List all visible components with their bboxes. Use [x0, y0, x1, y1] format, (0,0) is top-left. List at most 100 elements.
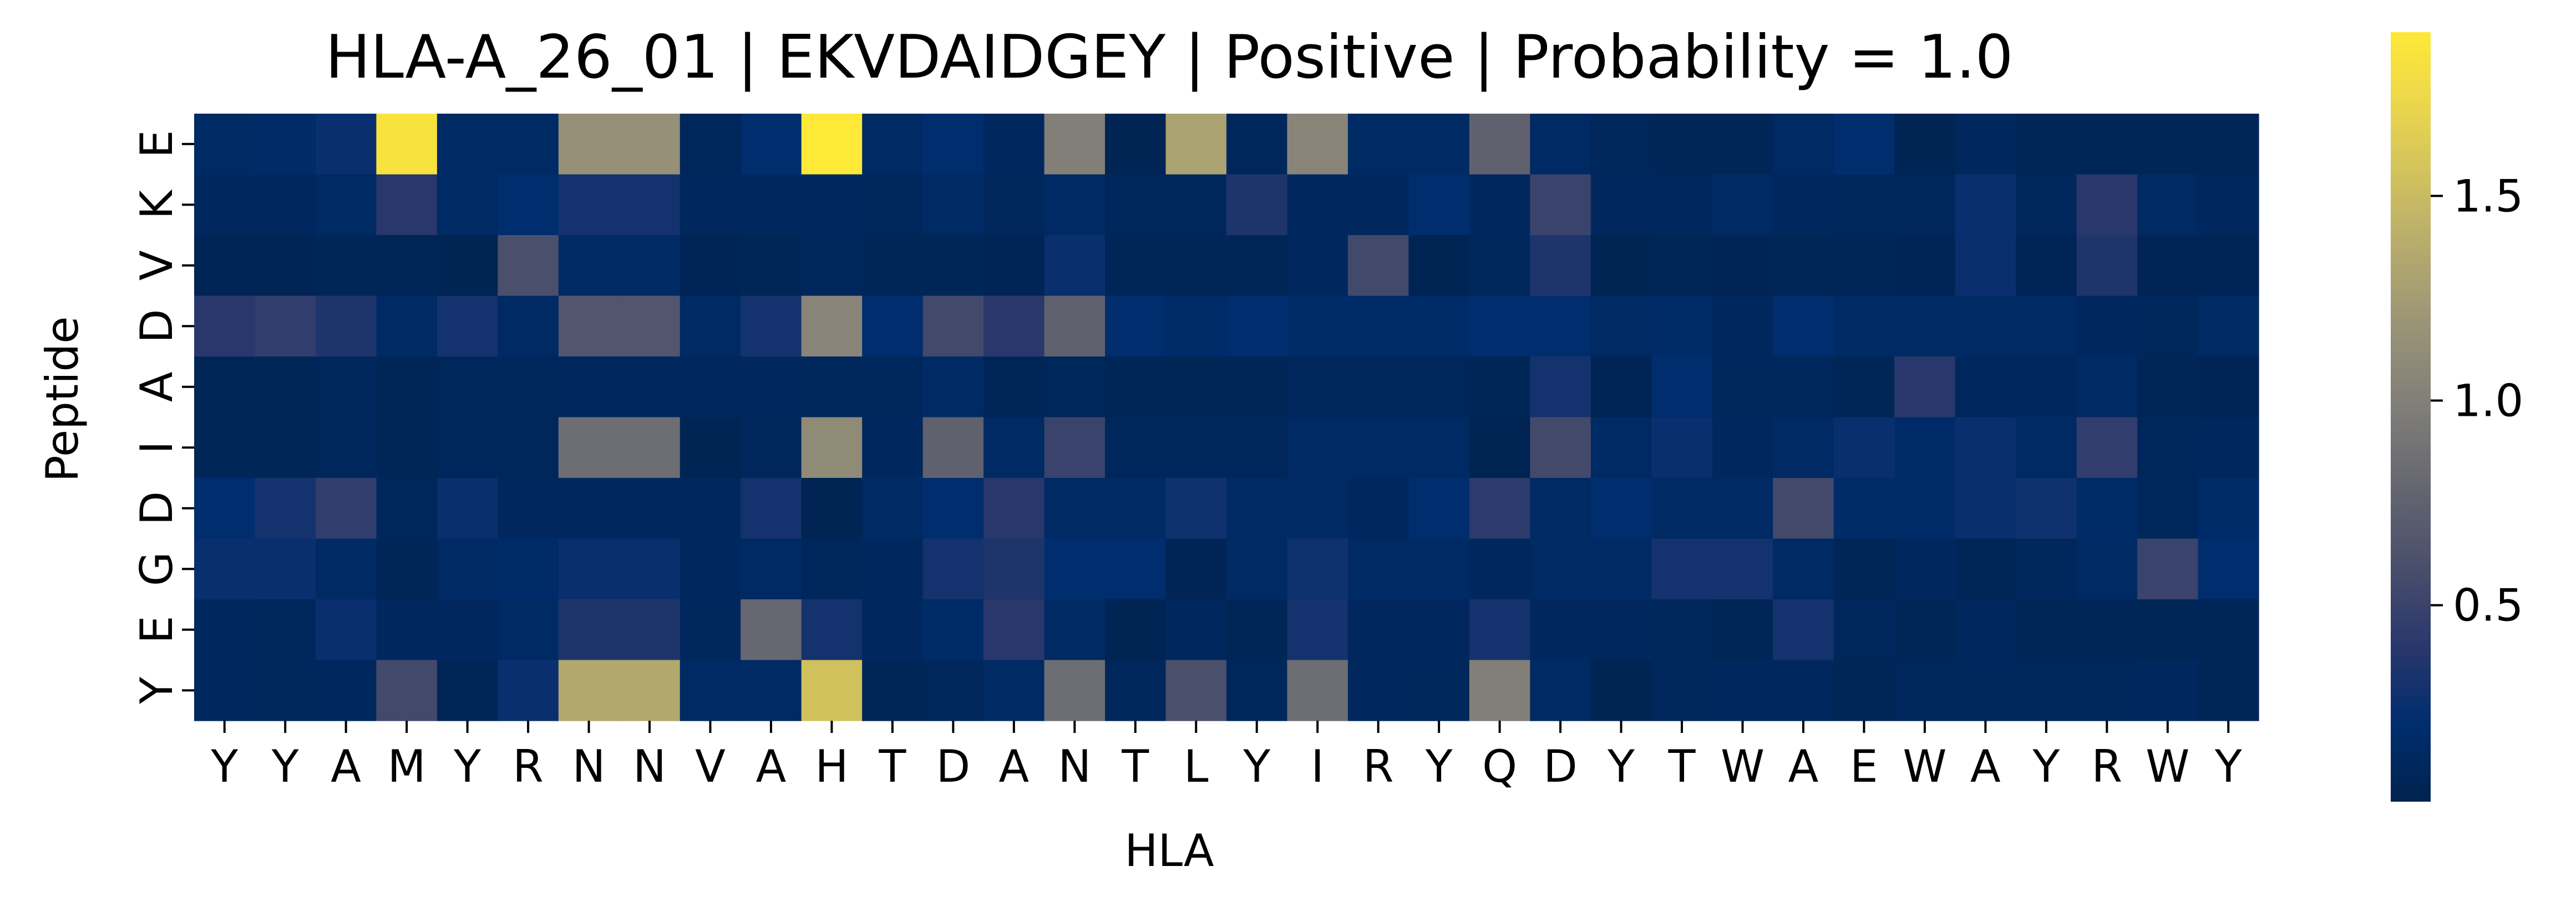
heatmap-cell — [1590, 538, 1652, 600]
heatmap-cell — [498, 235, 559, 297]
heatmap-cell — [1894, 356, 1956, 418]
heatmap-cell — [2137, 478, 2199, 539]
heatmap-cell — [194, 235, 256, 297]
heatmap-cell — [2016, 599, 2077, 661]
heatmap-cell — [1833, 356, 1895, 418]
heatmap-cell — [2137, 114, 2199, 175]
heatmap-cell — [1833, 660, 1895, 721]
heatmap-cell — [1651, 417, 1713, 478]
heatmap-cell — [2016, 295, 2077, 357]
heatmap-cell — [680, 114, 741, 175]
heatmap-cell — [1712, 295, 1773, 357]
heatmap-cell — [922, 599, 984, 661]
heatmap-cell — [315, 356, 377, 418]
heatmap-cell — [1651, 235, 1713, 297]
heatmap-cell — [1590, 599, 1652, 661]
x-tick-label: Y — [1607, 741, 1635, 792]
heatmap-cell — [315, 660, 377, 721]
heatmap-cell — [1955, 235, 2016, 297]
heatmap-cell — [1773, 599, 1834, 661]
heatmap-cell — [1955, 538, 2016, 600]
x-tick-label: Y — [2032, 741, 2060, 792]
heatmap-cell — [1712, 660, 1773, 721]
heatmap-cell — [437, 478, 498, 539]
heatmap-cell — [2016, 417, 2077, 478]
heatmap-cell — [1712, 235, 1773, 297]
heatmap-cell — [2137, 599, 2199, 661]
heatmap-cell — [1530, 417, 1591, 478]
heatmap-cell — [1833, 478, 1895, 539]
heatmap-cell — [1894, 599, 1956, 661]
heatmap-cell — [1165, 114, 1227, 175]
colorbar-tick-label: 0.5 — [2453, 580, 2523, 631]
heatmap-cell — [983, 356, 1045, 418]
heatmap-cell — [1590, 114, 1652, 175]
heatmap-cell — [1347, 538, 1409, 600]
heatmap-cell — [741, 417, 802, 478]
y-tick-label: D — [131, 309, 182, 343]
heatmap-cell — [1226, 599, 1288, 661]
heatmap-cell — [437, 417, 498, 478]
heatmap-cell — [862, 174, 924, 236]
heatmap-cell — [741, 174, 802, 236]
heatmap-cell — [437, 660, 498, 721]
heatmap-cell — [862, 478, 924, 539]
y-axis-ticks: EKVDAIDGEY — [131, 130, 194, 705]
x-tick-label: A — [331, 741, 361, 792]
y-tick-label: A — [131, 371, 182, 402]
x-tick-label: E — [1850, 741, 1878, 792]
heatmap-cell — [741, 235, 802, 297]
heatmap-cell — [1105, 417, 1167, 478]
heatmap-cell — [1894, 114, 1956, 175]
heatmap-cell — [1165, 174, 1227, 236]
heatmap-cell — [498, 295, 559, 357]
heatmap-cell — [983, 295, 1045, 357]
heatmap-cell — [741, 599, 802, 661]
heatmap-cell — [983, 235, 1045, 297]
heatmap-cell — [1651, 660, 1713, 721]
heatmap-cell — [1287, 295, 1348, 357]
heatmap-cell — [862, 660, 924, 721]
x-tick-label: D — [936, 741, 971, 792]
x-tick-label: Y — [453, 741, 481, 792]
heatmap-cell — [1955, 114, 2016, 175]
heatmap-cell — [2137, 295, 2199, 357]
heatmap-cell — [1469, 538, 1530, 600]
heatmap-cell — [315, 114, 377, 175]
heatmap-cell — [194, 174, 256, 236]
heatmap-cell — [255, 114, 316, 175]
heatmap-cell — [801, 660, 863, 721]
heatmap-cell — [1105, 295, 1167, 357]
heatmap-cell — [1287, 599, 1348, 661]
heatmap-cell — [1105, 538, 1167, 600]
heatmap-cell — [1833, 114, 1895, 175]
heatmap-cell — [437, 599, 498, 661]
heatmap-cell — [2198, 417, 2259, 478]
heatmap-cell — [2198, 235, 2259, 297]
heatmap-cell — [498, 174, 559, 236]
heatmap-cell — [922, 660, 984, 721]
heatmap-cell — [680, 660, 741, 721]
heatmap-cell — [194, 478, 256, 539]
heatmap-cell — [1469, 356, 1530, 418]
heatmap-cell — [1833, 295, 1895, 357]
heatmap-cell — [1165, 417, 1227, 478]
heatmap-cell — [619, 599, 681, 661]
y-tick-label: I — [131, 441, 182, 454]
heatmap-cell — [1226, 478, 1288, 539]
heatmap-cell — [2137, 235, 2199, 297]
heatmap-cell — [2016, 174, 2077, 236]
heatmap-cell — [862, 295, 924, 357]
heatmap-cell — [619, 235, 681, 297]
x-tick-label: T — [878, 741, 906, 792]
heatmap-cell — [1469, 478, 1530, 539]
heatmap-cell — [619, 174, 681, 236]
heatmap-cell — [1530, 114, 1591, 175]
heatmap-cell — [1651, 356, 1713, 418]
heatmap-cell — [619, 356, 681, 418]
heatmap-cell — [1469, 660, 1530, 721]
heatmap-cell — [1408, 356, 1470, 418]
heatmap-cell — [1469, 174, 1530, 236]
x-tick-label: M — [388, 741, 426, 792]
x-tick-label: Q — [1482, 741, 1517, 792]
